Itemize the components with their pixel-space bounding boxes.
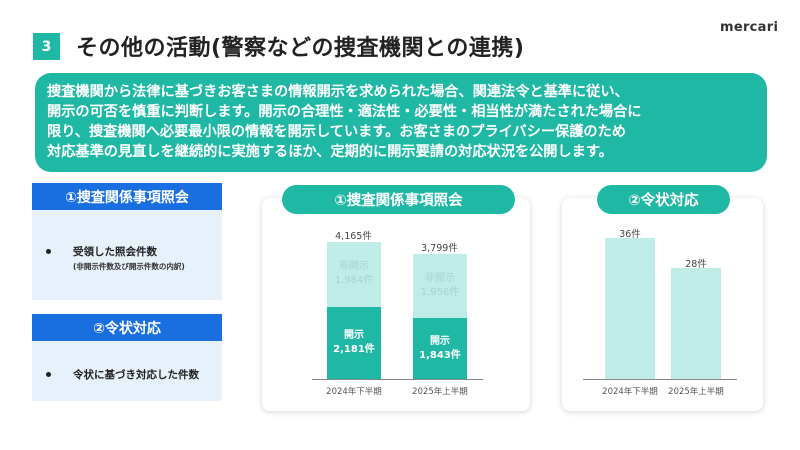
panel-inquiry-header: ①捜査関係事項照会 bbox=[32, 183, 222, 210]
bar-value-label: 36件 bbox=[619, 229, 641, 240]
bar-undisclosed-segment: 非開示 1,956件 bbox=[413, 254, 467, 318]
summary-box: 捜査機関から法律に基づきお客さまの情報開示を求められた場合、関連法令と基準に従い… bbox=[35, 73, 767, 172]
bar-disclosed-segment: 開示 2,181件 bbox=[327, 307, 381, 379]
mercari-logo: mercari bbox=[720, 20, 779, 35]
bar-total-label: 4,165件 bbox=[335, 231, 372, 242]
bar-undisclosed-segment: 非開示 1,984件 bbox=[327, 242, 381, 307]
panel-inquiry-note: (非開示件数及び開示件数の内訳) bbox=[73, 262, 185, 271]
x-axis-label: 2025年上半期 bbox=[668, 387, 724, 397]
disclosed-value: 2,181件 bbox=[333, 344, 375, 355]
panel-inquiry-body: 受領した照会件数 (非開示件数及び開示件数の内訳) bbox=[32, 210, 222, 300]
undisclosed-value: 1,984件 bbox=[334, 275, 374, 286]
warrant-chart-title: ②令状対応 bbox=[597, 185, 730, 214]
bar-disclosed-segment: 開示 1,843件 bbox=[413, 318, 467, 379]
x-axis-label: 2024年下半期 bbox=[602, 387, 658, 397]
panel-warrant-bullet-text: 令状に基づき対応した件数 bbox=[73, 369, 199, 381]
warrant-bar bbox=[605, 238, 655, 379]
summary-line: 開示の可否を慎重に判断します。開示の合理性・適法性・必要性・相当性が満たされた場… bbox=[47, 104, 642, 120]
inquiry-chart-axis bbox=[312, 379, 483, 380]
warrant-chart-card bbox=[562, 198, 763, 411]
undisclosed-label: 非開示 bbox=[339, 261, 369, 272]
panel-warrant-body: 令状に基づき対応した件数 bbox=[32, 341, 222, 401]
bullet-icon bbox=[46, 249, 51, 254]
bar-total-label: 3,799件 bbox=[421, 243, 458, 254]
disclosed-label: 開示 bbox=[430, 336, 450, 347]
panel-warrant-header: ②令状対応 bbox=[32, 314, 222, 341]
inquiry-chart-title: ①捜査関係事項照会 bbox=[282, 185, 515, 214]
disclosed-label: 開示 bbox=[344, 330, 364, 341]
summary-line: 限り、捜査機関へ必要最小限の情報を開示しています。お客さまのプライバシー保護のた… bbox=[47, 124, 626, 140]
bar-value-label: 28件 bbox=[685, 259, 707, 270]
warrant-bar bbox=[671, 268, 721, 379]
section-number-badge: 3 bbox=[33, 33, 60, 60]
x-axis-label: 2025年上半期 bbox=[412, 387, 468, 397]
x-axis-label: 2024年下半期 bbox=[326, 387, 382, 397]
panel-inquiry-bullet: 受領した照会件数 (非開示件数及び開示件数の内訳) bbox=[46, 244, 185, 272]
undisclosed-label: 非開示 bbox=[425, 273, 455, 284]
undisclosed-value: 1,956件 bbox=[420, 287, 460, 298]
panel-warrant-bullet: 令状に基づき対応した件数 bbox=[46, 367, 199, 382]
panel-inquiry-bullet-text: 受領した照会件数 bbox=[73, 246, 157, 258]
summary-line: 捜査機関から法律に基づきお客さまの情報開示を求められた場合、関連法令と基準に従い… bbox=[47, 84, 629, 100]
summary-line: 対応基準の見直しを継続的に実施するほか、定期的に開示要請の対応状況を公開します。 bbox=[47, 144, 613, 160]
bullet-icon bbox=[46, 372, 51, 377]
inquiry-chart-card bbox=[262, 198, 530, 411]
page-title: その他の活動(警察などの捜査機関との連携) bbox=[76, 36, 525, 61]
warrant-chart-axis bbox=[583, 379, 737, 380]
disclosed-value: 1,843件 bbox=[419, 350, 461, 361]
